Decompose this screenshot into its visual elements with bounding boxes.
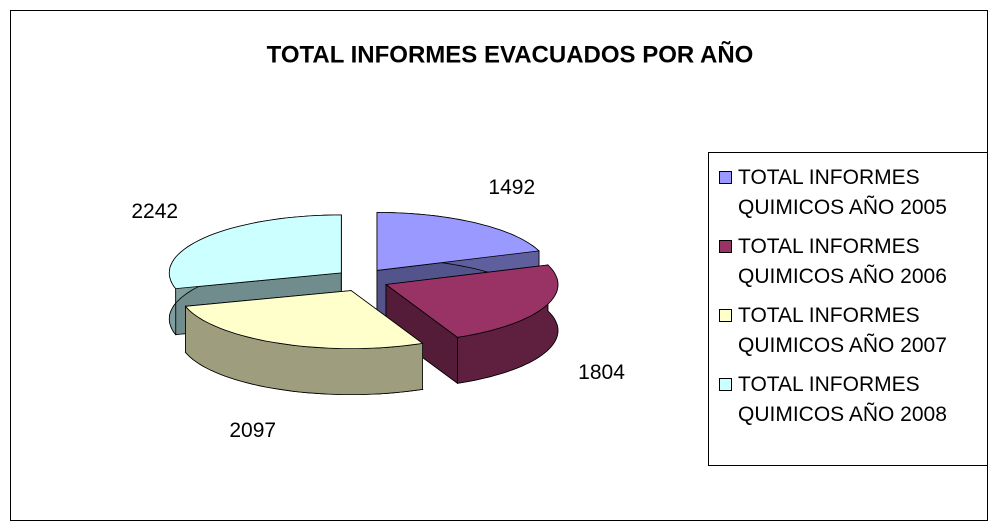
- data-label: 2097: [229, 419, 276, 442]
- data-label: 1804: [578, 361, 625, 384]
- data-label: 1492: [488, 176, 535, 199]
- legend-swatch: [719, 240, 732, 253]
- legend-swatch: [719, 171, 732, 184]
- legend-swatch: [719, 309, 732, 322]
- data-label: 2242: [131, 200, 178, 223]
- legend: TOTAL INFORMES QUIMICOS AÑO 2005 TOTAL IN…: [708, 152, 988, 466]
- legend-item: TOTAL INFORMES QUIMICOS AÑO 2007: [715, 301, 981, 361]
- legend-label: TOTAL INFORMES QUIMICOS AÑO 2006: [738, 235, 947, 288]
- slice-top: [168, 214, 342, 290]
- slice-top: [184, 290, 424, 349]
- legend-item: TOTAL INFORMES QUIMICOS AÑO 2006: [715, 232, 981, 292]
- legend-label: TOTAL INFORMES QUIMICOS AÑO 2005: [738, 166, 947, 219]
- slice-top: [376, 211, 540, 271]
- legend-item: TOTAL INFORMES QUIMICOS AÑO 2005: [715, 163, 981, 223]
- legend-swatch: [719, 378, 732, 391]
- legend-item: TOTAL INFORMES QUIMICOS AÑO 2008: [715, 370, 981, 430]
- chart-title: TOTAL INFORMES EVACUADOS POR AÑO: [267, 40, 754, 68]
- slice-top: [384, 264, 559, 338]
- legend-label: TOTAL INFORMES QUIMICOS AÑO 2008: [738, 373, 947, 426]
- legend-label: TOTAL INFORMES QUIMICOS AÑO 2007: [738, 304, 947, 357]
